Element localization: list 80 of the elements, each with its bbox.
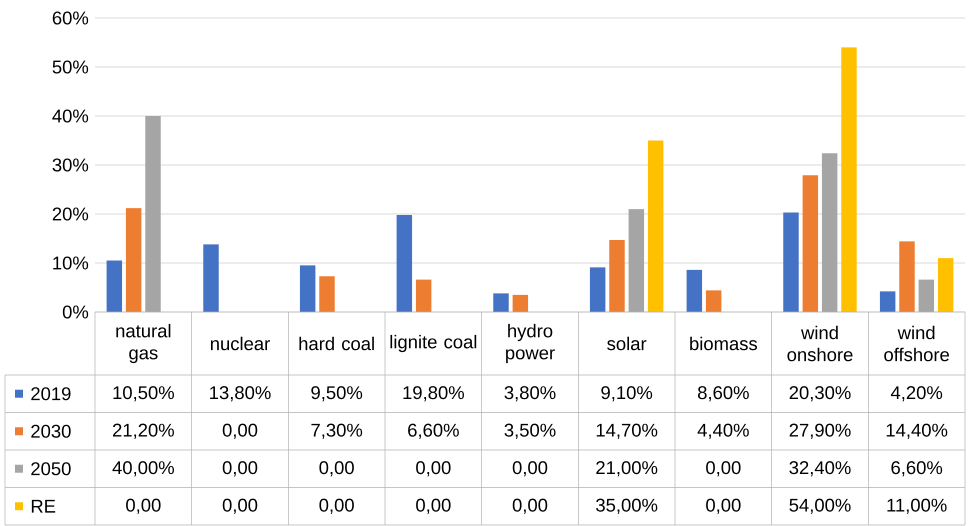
data-label: 0,00 (319, 498, 354, 514)
data-label: 0,00 (319, 461, 354, 476)
data-label: 20,30% (790, 386, 851, 402)
bar (938, 258, 954, 312)
bar (706, 290, 722, 312)
data-label: 0,00 (706, 498, 741, 514)
bar (686, 270, 702, 312)
data-label: 4,20% (890, 386, 942, 402)
data-label: 40,00% (112, 461, 174, 476)
x-tick-label: biomass (690, 336, 758, 350)
x-tick-label: nuclear (210, 336, 270, 350)
data-label: 3,80% (504, 386, 556, 402)
data-label: 35,00% (596, 498, 658, 514)
legend-label: 2030 (31, 424, 71, 438)
data-label: 0,00 (222, 424, 258, 439)
data-label: 9,50% (311, 386, 362, 402)
data-label: 14,40% (886, 424, 948, 439)
y-tick-label: 0% (62, 305, 88, 319)
y-tick-label: 20% (52, 207, 88, 221)
data-label: 6,60% (891, 461, 942, 476)
legend-label: RE (32, 500, 56, 513)
bar (106, 260, 122, 312)
data-label: 27,90% (790, 424, 851, 439)
data-label: 21,20% (113, 424, 174, 439)
legend-label: 2050 (31, 462, 71, 476)
bar (802, 175, 818, 312)
bar (512, 294, 528, 312)
data-label: 10,50% (113, 386, 174, 402)
data-label: 0,00 (512, 461, 548, 476)
x-tick-label: wind onshore (787, 326, 852, 362)
data-label: 14,70% (596, 424, 658, 439)
data-label: 13,80% (210, 386, 271, 402)
bar (493, 293, 509, 312)
bar (396, 214, 412, 312)
x-tick-label: natural gas (116, 324, 170, 364)
data-label: 0,00 (416, 498, 451, 514)
bar (416, 280, 432, 312)
bar (628, 209, 644, 312)
data-label: 0,00 (222, 498, 258, 514)
bar (590, 267, 606, 312)
data-label: 4,40% (698, 424, 749, 439)
bar (648, 140, 664, 312)
y-tick-label: 10% (53, 256, 88, 270)
data-label: 0,00 (126, 498, 161, 514)
data-label: 0,00 (706, 461, 741, 476)
y-tick-label: 40% (52, 109, 88, 123)
bar (145, 116, 161, 312)
bar (300, 265, 316, 312)
bar (319, 276, 335, 312)
y-tick-label: 50% (52, 60, 88, 74)
bar (918, 280, 934, 312)
data-label: 11,00% (887, 498, 947, 514)
data-label: 3,50% (504, 424, 556, 439)
y-tick-label: 30% (52, 158, 88, 172)
data-label: 32,40% (789, 461, 851, 476)
bar (880, 291, 896, 312)
data-label: 0,00 (222, 461, 258, 476)
bar (841, 47, 857, 312)
bar (899, 241, 915, 312)
x-tick-label: hydro power (506, 324, 555, 364)
data-label: 0,00 (416, 461, 451, 476)
data-label: 9,10% (601, 386, 652, 402)
x-tick-label: hard coal (299, 336, 374, 350)
data-label: 8,60% (698, 386, 749, 402)
bar (609, 240, 625, 312)
legend-label: 2019 (31, 387, 70, 400)
data-label: 21,00% (596, 461, 658, 476)
x-tick-label: solar (607, 336, 646, 350)
data-label: 6,60% (408, 424, 459, 439)
bar (126, 208, 142, 312)
y-tick-label: 60% (52, 11, 88, 25)
data-label: 19,80% (403, 386, 464, 402)
bar (203, 244, 219, 312)
data-label: 7,30% (311, 424, 362, 439)
data-label: 54,00% (789, 498, 851, 514)
x-tick-label: lignite coal (390, 334, 476, 352)
x-tick-label: wind offshore (884, 326, 949, 362)
data-label: 0,00 (512, 498, 548, 514)
bar (783, 212, 799, 312)
bar (822, 153, 838, 312)
